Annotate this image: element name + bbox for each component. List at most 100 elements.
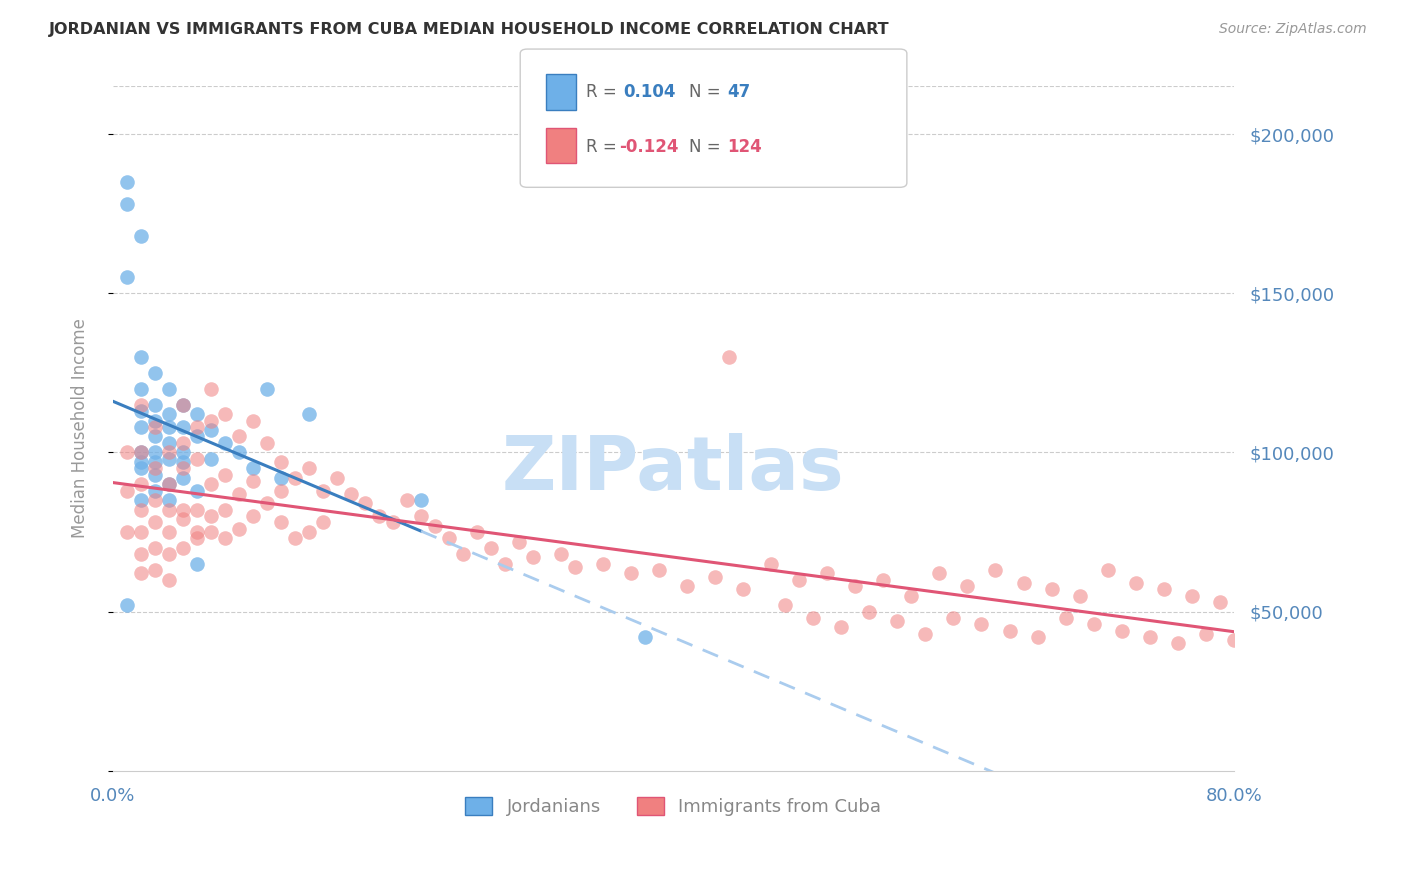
Point [157, 420, 180, 434]
Point [1139, 630, 1161, 644]
Point [830, 620, 852, 634]
Point [186, 420, 208, 434]
Point [214, 532, 236, 546]
Point [172, 512, 194, 526]
Point [437, 532, 460, 546]
Point [129, 502, 152, 516]
Point [172, 398, 194, 412]
Point [1054, 611, 1077, 625]
Point [186, 451, 208, 466]
Point [1083, 617, 1105, 632]
Point [354, 496, 377, 510]
Point [368, 509, 391, 524]
Point [1111, 624, 1133, 638]
Point [143, 420, 166, 434]
Point [157, 382, 180, 396]
Point [186, 407, 208, 421]
Text: Source: ZipAtlas.com: Source: ZipAtlas.com [1219, 22, 1367, 37]
Point [998, 624, 1021, 638]
Point [984, 563, 1007, 577]
Point [200, 413, 222, 427]
Point [143, 467, 166, 482]
Point [115, 197, 138, 211]
Point [129, 493, 152, 508]
Point [270, 455, 292, 469]
Point [157, 493, 180, 508]
Point [648, 563, 671, 577]
Point [200, 423, 222, 437]
Point [143, 541, 166, 555]
Point [733, 582, 755, 597]
Point [242, 461, 264, 475]
Point [157, 547, 180, 561]
Point [143, 413, 166, 427]
Point [115, 524, 138, 539]
Point [143, 429, 166, 443]
Text: N =: N = [689, 138, 725, 156]
Point [143, 398, 166, 412]
Point [129, 547, 152, 561]
Point [157, 477, 180, 491]
Point [172, 435, 194, 450]
Point [340, 487, 363, 501]
Point [157, 477, 180, 491]
Point [704, 569, 727, 583]
Point [115, 445, 138, 459]
Point [115, 270, 138, 285]
Point [312, 516, 335, 530]
Point [200, 382, 222, 396]
Text: -0.124: -0.124 [619, 138, 678, 156]
Point [914, 627, 936, 641]
Point [284, 532, 307, 546]
Point [592, 557, 614, 571]
Point [382, 516, 405, 530]
Text: 124: 124 [727, 138, 762, 156]
Point [157, 573, 180, 587]
Point [172, 461, 194, 475]
Point [186, 429, 208, 443]
Point [214, 502, 236, 516]
Point [129, 477, 152, 491]
Point [242, 509, 264, 524]
Point [942, 611, 965, 625]
Point [256, 435, 278, 450]
Point [172, 471, 194, 485]
Point [423, 518, 446, 533]
Point [172, 420, 194, 434]
Text: 0.104: 0.104 [623, 83, 675, 101]
Point [396, 493, 419, 508]
Point [129, 350, 152, 364]
Legend: Jordanians, Immigrants from Cuba: Jordanians, Immigrants from Cuba [458, 789, 889, 823]
Point [270, 516, 292, 530]
Point [789, 573, 811, 587]
Point [214, 407, 236, 421]
Point [1222, 633, 1244, 648]
Point [1012, 575, 1035, 590]
Point [465, 524, 488, 539]
Point [284, 471, 307, 485]
Point [143, 455, 166, 469]
Point [214, 435, 236, 450]
Point [620, 566, 643, 581]
Point [129, 461, 152, 475]
Text: R =: R = [586, 138, 623, 156]
Point [129, 445, 152, 459]
Point [115, 483, 138, 498]
Point [494, 557, 516, 571]
Point [129, 455, 152, 469]
Point [815, 566, 838, 581]
Point [143, 483, 166, 498]
Point [157, 451, 180, 466]
Point [129, 445, 152, 459]
Point [214, 467, 236, 482]
Point [256, 496, 278, 510]
Point [844, 579, 866, 593]
Point [508, 534, 530, 549]
Point [115, 175, 138, 189]
Text: 47: 47 [727, 83, 751, 101]
Point [129, 524, 152, 539]
Point [312, 483, 335, 498]
Point [157, 445, 180, 459]
Point [1194, 627, 1216, 641]
Point [143, 366, 166, 380]
